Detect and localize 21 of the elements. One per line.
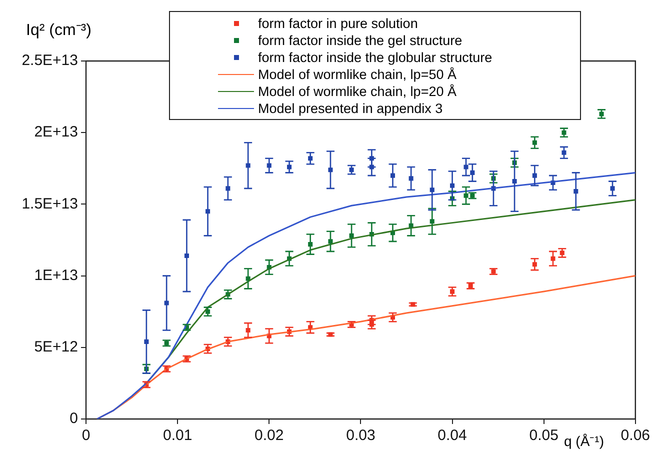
legend-label: form factor inside the gel structure xyxy=(258,33,462,48)
y-tick-label: 2.5E+13 xyxy=(22,52,78,70)
legend-label: form factor in pure solution xyxy=(258,16,418,31)
y-axis-title: Iq² (cm⁻³) xyxy=(26,21,92,40)
legend-label: Model presented in appendix 3 xyxy=(258,101,443,116)
legend-label: Model of wormlike chain, lp=50 Å xyxy=(258,67,456,82)
y-tick-label: 0 xyxy=(70,410,78,428)
x-tick-label: 0.04 xyxy=(438,427,467,444)
x-tick-label: 0.03 xyxy=(346,427,376,444)
legend-label: form factor inside the globular structure xyxy=(258,50,492,65)
x-tick-label: 0.06 xyxy=(620,427,650,444)
y-tick-label: 2E+13 xyxy=(34,124,78,141)
x-axis-title: q (Å⁻¹) xyxy=(564,432,604,450)
x-tick-label: 0.05 xyxy=(529,427,558,444)
x-tick-label: 0.01 xyxy=(162,427,192,444)
x-tick-label: 0 xyxy=(82,427,90,444)
y-tick-label: 5E+12 xyxy=(34,338,78,356)
legend-label: Model of wormlike chain, lp=20 Å xyxy=(258,84,456,99)
x-tick-label: 0.02 xyxy=(254,427,284,444)
y-tick-label: 1E+13 xyxy=(34,266,78,284)
y-tick-label: 1.5E+13 xyxy=(22,195,78,212)
